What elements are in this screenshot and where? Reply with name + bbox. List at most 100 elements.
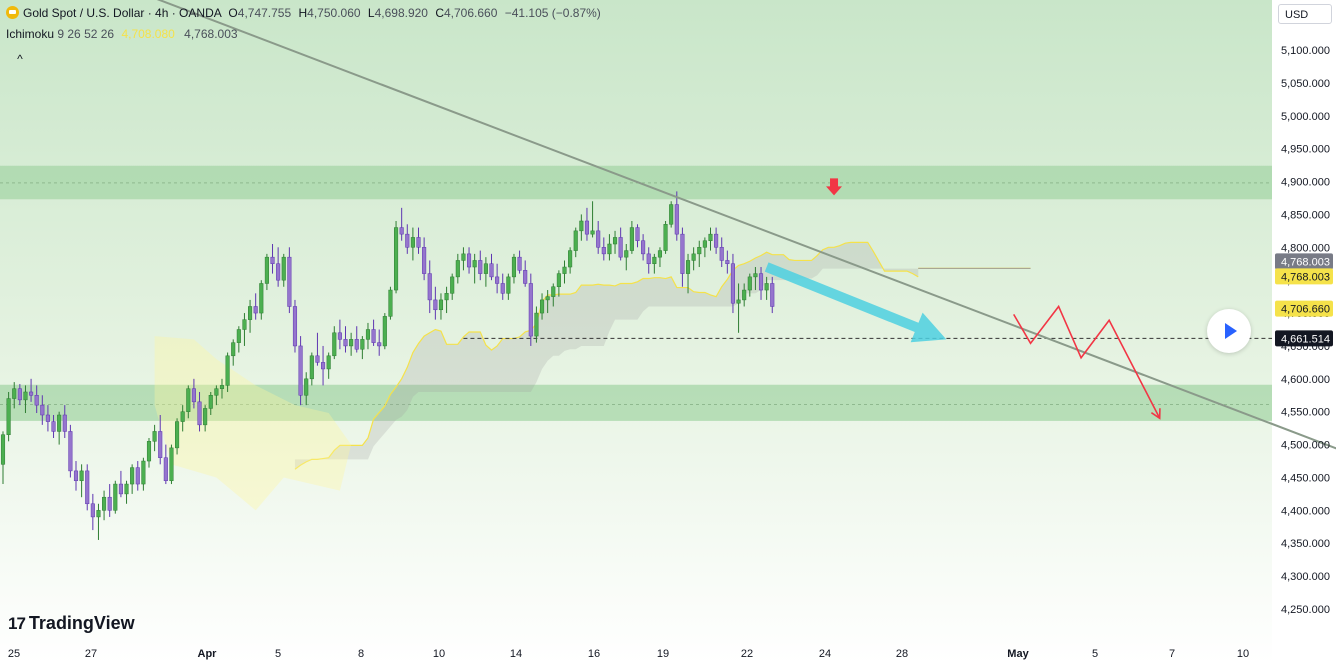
indicator-name[interactable]: Ichimoku — [6, 27, 55, 41]
candle-body — [422, 247, 427, 274]
tradingview-logo-text: TradingView — [28, 613, 135, 633]
candle-body — [29, 391, 34, 396]
candle-body — [197, 401, 202, 426]
candle-body — [523, 270, 528, 284]
close-key: C — [435, 6, 444, 20]
candle-body — [73, 470, 79, 482]
blue-forecast-arrow — [764, 262, 947, 343]
candle-body — [191, 388, 196, 403]
x-axis-tick-label: 5 — [275, 648, 281, 660]
candle-body — [590, 230, 595, 235]
candle-body — [332, 332, 337, 357]
candle-body — [657, 250, 663, 258]
price-label-text: 4,768.003 — [1281, 271, 1330, 283]
candle-body — [259, 283, 264, 314]
candle-body — [410, 237, 415, 248]
candle-body — [360, 339, 365, 350]
candle-body — [405, 233, 410, 248]
candle-body — [697, 247, 702, 255]
gold-symbol-icon — [6, 6, 19, 19]
candle-body — [107, 496, 112, 511]
candle-body — [394, 227, 399, 291]
candle-body — [607, 243, 612, 255]
candle-body — [500, 283, 505, 294]
indicator-params: 9 26 52 26 — [57, 27, 115, 41]
candle-body — [764, 283, 769, 291]
symbol-title[interactable]: Gold Spot / U.S. Dollar · 4h · OANDA — [23, 6, 222, 20]
candle-body — [472, 260, 477, 268]
y-axis-tick-label: 4,350.000 — [1281, 538, 1330, 550]
candle-body — [702, 240, 707, 248]
candle-body — [0, 434, 6, 465]
candle-body — [51, 421, 56, 432]
candle-body — [579, 220, 584, 232]
play-replay-button[interactable] — [1207, 309, 1251, 353]
candle-body — [377, 342, 382, 347]
tradingview-logo[interactable]: 17 TradingView — [8, 613, 135, 634]
collapse-legend-button[interactable]: ^ — [17, 52, 23, 66]
price-label-text: 4,768.003 — [1281, 256, 1330, 268]
close-value: 4,706.660 — [444, 6, 498, 20]
x-axis-tick-label: 28 — [896, 648, 908, 660]
ichimoku-cloud-past — [154, 336, 352, 511]
candle-body — [304, 378, 309, 396]
candle-body — [742, 289, 747, 301]
candle-body — [152, 431, 157, 442]
candle-body — [663, 224, 668, 251]
candle-body — [12, 388, 17, 399]
y-axis-tick-label: 4,250.000 — [1281, 604, 1330, 616]
candle-body — [146, 441, 152, 462]
candle-body — [685, 260, 691, 274]
x-axis-tick-label: 8 — [358, 648, 364, 660]
low-value: 4,698.920 — [374, 6, 428, 20]
y-axis-tick-label: 4,450.000 — [1281, 472, 1330, 484]
candle-body — [517, 256, 522, 271]
y-axis-tick-label: 4,500.000 — [1281, 440, 1330, 452]
x-axis-tick-label: 7 — [1169, 648, 1175, 660]
candle-body — [309, 355, 314, 380]
y-axis-tick-label: 4,850.000 — [1281, 209, 1330, 221]
y-axis-tick-label: 4,900.000 — [1281, 177, 1330, 189]
candle-body — [495, 276, 500, 284]
candle-body — [758, 273, 764, 291]
x-axis-tick-label: 19 — [657, 648, 669, 660]
price-label-text: 4,706.660 — [1281, 304, 1330, 316]
candle-body — [253, 306, 258, 314]
price-label-text: 4,661.514 — [1281, 333, 1330, 345]
candle-body — [113, 483, 118, 511]
candle-body — [321, 362, 326, 370]
candle-body — [461, 253, 466, 261]
y-axis-tick-label: 4,400.000 — [1281, 505, 1330, 517]
chart-background — [0, 0, 1272, 663]
candle-body — [349, 339, 354, 347]
candle-body — [725, 260, 730, 264]
candle-body — [646, 253, 651, 264]
candle-body — [382, 316, 387, 347]
y-axis-tick-label: 4,950.000 — [1281, 144, 1330, 156]
candle-body — [57, 414, 62, 432]
candle-body — [556, 273, 561, 288]
low-key: L — [367, 6, 375, 20]
candle-body — [130, 467, 135, 485]
candle-body — [427, 273, 432, 301]
x-axis-tick-label: 24 — [819, 648, 831, 660]
candle-body — [388, 289, 393, 317]
candle-body — [124, 483, 129, 495]
candle-body — [135, 467, 140, 485]
x-axis-tick-label: 10 — [1237, 648, 1249, 660]
candle-body — [691, 253, 696, 261]
candle-body — [584, 220, 590, 235]
candle-body — [180, 411, 185, 422]
price-label-tag — [1275, 300, 1333, 317]
candle-body — [506, 276, 511, 294]
y-axis-tick-label: 5,100.000 — [1281, 45, 1330, 57]
indicator-legend[interactable]: Ichimoku 9 26 52 26 4,708.080 4,768.003 — [6, 27, 238, 41]
candle-body — [264, 256, 269, 284]
red-projection-arrowhead — [1150, 408, 1161, 420]
price-label-tag — [1275, 268, 1333, 285]
x-axis-tick-label: Apr — [198, 648, 218, 660]
currency-selector[interactable]: USD — [1278, 4, 1332, 24]
candle-body — [708, 233, 713, 241]
